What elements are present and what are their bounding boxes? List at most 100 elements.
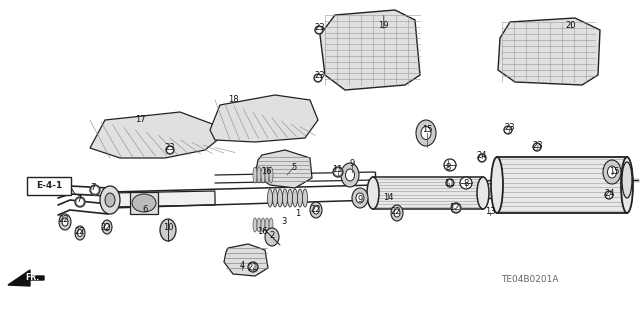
Ellipse shape — [59, 214, 71, 230]
Ellipse shape — [394, 209, 400, 217]
Circle shape — [504, 126, 512, 134]
Text: 13: 13 — [484, 207, 495, 217]
Ellipse shape — [341, 163, 359, 187]
Ellipse shape — [102, 220, 112, 234]
Ellipse shape — [391, 205, 403, 221]
Ellipse shape — [282, 189, 287, 207]
Polygon shape — [224, 244, 268, 276]
Ellipse shape — [265, 167, 269, 183]
Ellipse shape — [298, 189, 303, 207]
Circle shape — [168, 148, 172, 152]
Circle shape — [77, 199, 83, 205]
Circle shape — [315, 26, 323, 34]
Ellipse shape — [253, 167, 257, 183]
Text: 24: 24 — [605, 189, 615, 197]
Ellipse shape — [100, 186, 120, 214]
Text: 15: 15 — [609, 167, 620, 176]
Text: 7: 7 — [76, 196, 82, 204]
Text: 23: 23 — [164, 144, 175, 152]
Ellipse shape — [257, 167, 261, 183]
Circle shape — [92, 187, 98, 193]
Text: 8: 8 — [445, 162, 451, 172]
Text: 22: 22 — [391, 206, 401, 216]
Text: 10: 10 — [163, 224, 173, 233]
Bar — [130, 192, 158, 214]
Ellipse shape — [416, 120, 436, 146]
Ellipse shape — [491, 157, 503, 213]
Ellipse shape — [367, 177, 379, 209]
Ellipse shape — [622, 162, 632, 198]
Circle shape — [506, 128, 510, 132]
Text: 22: 22 — [59, 216, 69, 225]
Ellipse shape — [421, 127, 431, 139]
Text: 8: 8 — [463, 179, 468, 188]
Bar — [497, 157, 627, 213]
Ellipse shape — [253, 218, 257, 232]
Circle shape — [533, 143, 541, 151]
Text: 9: 9 — [349, 159, 355, 167]
Ellipse shape — [278, 189, 282, 207]
Circle shape — [453, 205, 459, 211]
Polygon shape — [8, 270, 44, 286]
Circle shape — [75, 197, 85, 207]
Ellipse shape — [603, 160, 621, 184]
Circle shape — [448, 181, 452, 185]
Text: 18: 18 — [228, 95, 238, 105]
Text: FR.: FR. — [25, 273, 39, 283]
Ellipse shape — [160, 219, 176, 241]
Text: 3: 3 — [282, 218, 287, 226]
Circle shape — [446, 179, 454, 187]
Ellipse shape — [269, 218, 273, 232]
Ellipse shape — [265, 218, 269, 232]
Ellipse shape — [356, 193, 364, 203]
Polygon shape — [90, 112, 220, 158]
Circle shape — [480, 156, 484, 160]
Circle shape — [335, 169, 340, 175]
Text: 5: 5 — [291, 162, 296, 172]
Polygon shape — [320, 10, 420, 90]
Ellipse shape — [273, 189, 278, 207]
Ellipse shape — [287, 189, 292, 207]
Ellipse shape — [132, 194, 156, 212]
Circle shape — [333, 167, 343, 177]
Ellipse shape — [621, 157, 633, 213]
Ellipse shape — [104, 224, 109, 231]
Circle shape — [460, 177, 472, 189]
Ellipse shape — [265, 228, 279, 246]
Ellipse shape — [269, 167, 273, 183]
Text: 1: 1 — [296, 210, 301, 219]
Text: 16: 16 — [257, 226, 268, 235]
Text: TE04B0201A: TE04B0201A — [501, 276, 559, 285]
Circle shape — [451, 203, 461, 213]
Circle shape — [248, 262, 258, 272]
Text: 4: 4 — [239, 261, 244, 270]
Ellipse shape — [310, 202, 322, 218]
Text: 22: 22 — [100, 222, 111, 232]
Ellipse shape — [607, 166, 616, 178]
Ellipse shape — [292, 189, 298, 207]
Circle shape — [444, 159, 456, 171]
Circle shape — [90, 185, 100, 195]
Circle shape — [607, 193, 611, 197]
Ellipse shape — [75, 226, 85, 240]
Ellipse shape — [257, 218, 261, 232]
Circle shape — [317, 28, 321, 32]
Ellipse shape — [346, 169, 355, 181]
Text: 21: 21 — [248, 263, 259, 271]
Circle shape — [605, 191, 613, 199]
Text: 23: 23 — [315, 70, 325, 79]
Text: 7: 7 — [90, 183, 96, 192]
Text: 2: 2 — [269, 232, 275, 241]
Text: 17: 17 — [134, 115, 145, 124]
Text: 11: 11 — [444, 179, 454, 188]
FancyBboxPatch shape — [27, 177, 71, 195]
Polygon shape — [110, 191, 215, 207]
Text: 22: 22 — [75, 227, 85, 236]
Circle shape — [314, 74, 322, 82]
Text: 23: 23 — [315, 24, 325, 33]
Circle shape — [535, 145, 540, 149]
Text: 24: 24 — [477, 151, 487, 160]
Text: 19: 19 — [378, 20, 388, 29]
Text: 6: 6 — [142, 205, 148, 214]
Text: 23: 23 — [505, 123, 515, 132]
